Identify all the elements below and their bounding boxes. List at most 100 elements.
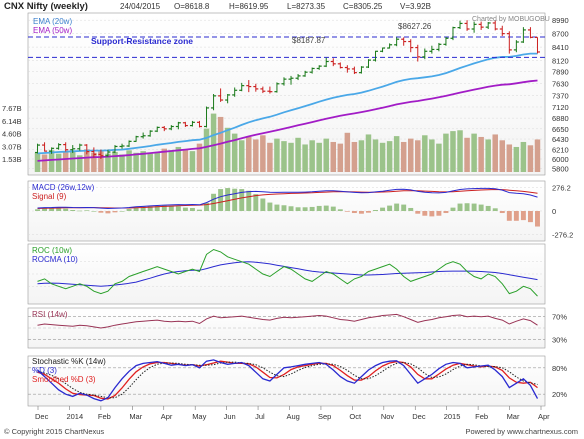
volume-bar (506, 144, 513, 172)
volume-tick-label: 7.67B (2, 104, 22, 113)
macd-histogram-bar (358, 211, 364, 214)
price-tick-label: 7890 (552, 67, 569, 76)
macd-histogram-bar (232, 188, 238, 211)
x-tick-label: Apr (161, 412, 173, 421)
volume-bar (400, 141, 407, 172)
volume-bar (520, 141, 527, 172)
macd-histogram-bar (49, 208, 55, 211)
volume-tick-label: 1.53B (2, 155, 22, 164)
macd-histogram-bar (161, 205, 167, 211)
volume-bar (246, 136, 252, 172)
macd-histogram-bar (337, 209, 343, 211)
volume-bar (274, 138, 280, 172)
macd-histogram-bar (168, 206, 174, 211)
volume-tick-label: 6.14B (2, 117, 22, 126)
header-volume: V=3.92B (400, 2, 431, 11)
volume-bar (253, 139, 259, 172)
ema50-line (37, 79, 538, 162)
x-tick-label: Jun (224, 412, 236, 421)
macd-histogram-bar (520, 211, 526, 221)
volume-bar (69, 151, 76, 172)
macd-histogram-bar (387, 205, 393, 211)
volume-bar (513, 146, 520, 172)
volume-bar (147, 153, 153, 172)
volume-bar (182, 149, 189, 172)
macd-histogram (35, 188, 540, 227)
volume-bar (84, 149, 90, 172)
macd-histogram-bar (302, 207, 308, 211)
volume-bar (443, 133, 449, 172)
macd-histogram-bar (204, 202, 209, 211)
x-tick-label: 2014 (66, 412, 83, 421)
macd-histogram-bar (119, 211, 125, 212)
volume-bar (196, 143, 203, 172)
volume-bar (119, 154, 125, 172)
volume-bar (238, 140, 245, 172)
volume-bar (415, 140, 421, 172)
volume-bar (372, 139, 379, 172)
header-close: C=8305.25 (343, 2, 383, 11)
macd-histogram-bar (513, 211, 519, 221)
macd-y-axis: 276.2 0 -276.2 (552, 184, 573, 240)
macd-histogram-bar (267, 202, 273, 211)
macd-histogram-bar (485, 205, 491, 211)
volume-bar (98, 151, 104, 172)
macd-histogram-bar (429, 211, 435, 217)
x-axis: Dec 2014 Feb Mar Apr May Jun Jul Aug Sep Oct Nov Dec… (35, 406, 550, 421)
price-tick-label: 8410 (552, 43, 569, 52)
volume-bar (492, 134, 498, 172)
macd-histogram-bar (401, 204, 407, 211)
volume-bar (62, 151, 69, 172)
legend-roc: ROC (10w) (32, 246, 72, 255)
volume-bar (323, 138, 329, 172)
volume-bar (485, 139, 491, 172)
macd-histogram-bar (457, 203, 463, 211)
price-tick-label: 7120 (552, 103, 569, 112)
volume-bar (168, 150, 175, 172)
price-tick-label: 8120 (552, 57, 569, 66)
macd-histogram-bar (197, 209, 202, 211)
x-tick-label: 2015 (444, 412, 461, 421)
x-tick-label: Dec (35, 412, 49, 421)
stochastic-d-line (37, 360, 538, 400)
macd-histogram-bar (246, 190, 252, 211)
macd-tick-label: -276.2 (552, 230, 573, 239)
volume-bar (203, 128, 210, 172)
x-tick-label: Feb (98, 412, 111, 421)
macd-histogram-bar (464, 203, 470, 211)
volume-bar (393, 136, 400, 172)
macd-histogram-bar (225, 188, 231, 211)
volume-bar (55, 153, 62, 172)
macd-panel: 276.2 0 -276.2 MACD (26w,12w) Signal (9) (27, 180, 573, 242)
macd-histogram-bar (133, 207, 139, 211)
macd-histogram-bar (309, 206, 315, 211)
volume-bar (154, 151, 160, 172)
volume-bar (436, 143, 442, 172)
x-tick-label: Feb (475, 412, 488, 421)
volume-bar (140, 151, 146, 172)
rsi-grid (28, 316, 545, 340)
volume-bar (91, 152, 97, 172)
volume-bars (34, 113, 541, 172)
ema50-line-group (37, 79, 538, 162)
x-tick-label: Sep (318, 412, 331, 421)
macd-histogram-bar (182, 207, 188, 211)
macd-histogram-bar (492, 208, 498, 211)
macd-histogram-bar (436, 211, 442, 216)
legend-rsi: RSI (14w) (32, 310, 68, 319)
roc-line (37, 248, 538, 297)
rsi-y-axis: 70% 30% (552, 313, 567, 345)
volume-bar (161, 148, 168, 172)
volume-bar (429, 139, 435, 172)
header-low: L=8273.35 (287, 2, 326, 11)
ema20-line (37, 52, 538, 155)
macd-histogram-bar (112, 211, 118, 213)
volume-left-axis: 7.67B 6.14B 4.60B 3.07B 1.53B (2, 104, 22, 164)
volume-bar (281, 141, 287, 172)
macd-histogram-bar (274, 204, 280, 211)
macd-histogram-bar (189, 207, 195, 211)
support-resistance-label: Support-Resistance zone (91, 36, 193, 46)
volume-bar (379, 142, 386, 172)
